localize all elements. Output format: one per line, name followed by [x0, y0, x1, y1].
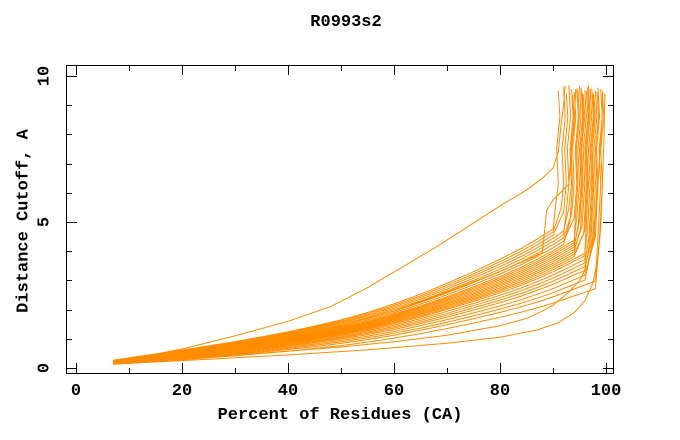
- model-curve: [113, 94, 596, 364]
- y-tick-label: 0: [35, 363, 54, 373]
- x-tick-label: 20: [172, 382, 192, 401]
- model-curve: [113, 90, 561, 361]
- model-curve: [113, 88, 594, 364]
- model-curve-lowest: [123, 93, 606, 365]
- model-curve: [113, 87, 566, 361]
- y-tick-label: 5: [35, 217, 54, 227]
- x-tick-label: 40: [278, 382, 298, 401]
- x-tick-label: 0: [71, 382, 81, 401]
- model-curve: [113, 87, 584, 363]
- model-curve-low: [118, 90, 604, 364]
- model-curve: [113, 92, 600, 365]
- x-axis-label: Percent of Residues (CA): [217, 406, 463, 425]
- model-curve-high: [128, 85, 566, 360]
- model-curve: [113, 85, 591, 364]
- chart-title: R0993s2: [310, 13, 382, 32]
- x-tick-label: 100: [591, 382, 622, 401]
- model-curve: [113, 90, 598, 364]
- model-curve: [113, 93, 605, 365]
- y-axis-label: Distance Cutoff, A: [14, 129, 34, 313]
- y-tick-label: 10: [35, 66, 54, 86]
- x-tick-label: 60: [384, 382, 404, 401]
- axis-frame: [66, 65, 614, 374]
- model-curve-mid-high-step: [123, 89, 577, 362]
- x-tick-label: 80: [490, 382, 510, 401]
